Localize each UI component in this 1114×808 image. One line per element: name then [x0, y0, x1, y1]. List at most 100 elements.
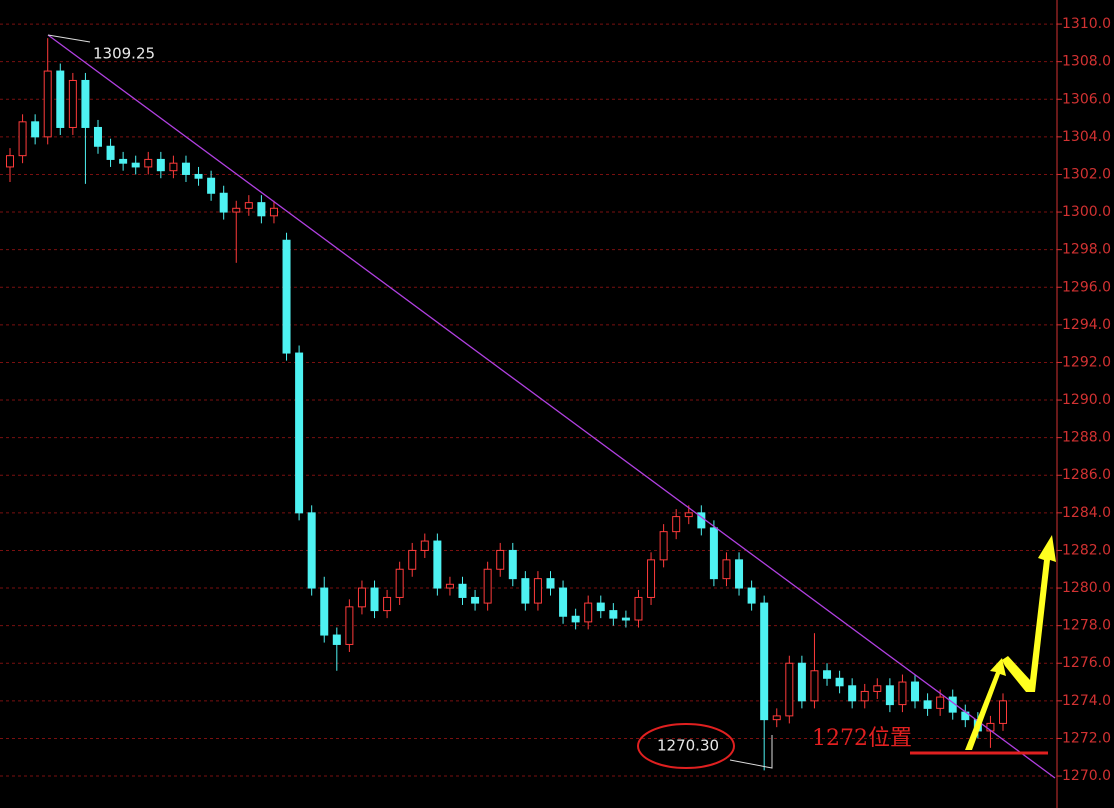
y-tick-label: 1284.0: [1062, 505, 1111, 521]
candle-body: [797, 662, 806, 702]
y-tick-label: 1270.0: [1062, 768, 1111, 784]
low-pointer: [729, 735, 773, 769]
candle-body: [898, 681, 907, 706]
candle-body: [357, 587, 366, 608]
candle-body: [219, 192, 228, 213]
y-tick-label: 1282.0: [1062, 542, 1111, 558]
candle-body: [747, 587, 756, 604]
y-tick-label: 1280.0: [1062, 580, 1111, 596]
candle-body: [923, 700, 932, 709]
candle-body: [584, 602, 593, 623]
candle-body: [860, 690, 869, 702]
y-tick-label: 1272.0: [1062, 730, 1111, 746]
candle-body: [282, 239, 291, 354]
trend-line: [47, 34, 1056, 779]
y-tick-label: 1296.0: [1062, 279, 1111, 295]
candle-body: [785, 662, 794, 717]
annotation-low: 1270.30: [657, 737, 719, 755]
candle-body: [458, 583, 467, 598]
candle-body: [131, 162, 140, 168]
candle-body: [659, 531, 668, 561]
y-tick-label: 1286.0: [1062, 467, 1111, 483]
candle-body: [106, 145, 115, 160]
candle-body: [408, 549, 417, 570]
candle-body: [722, 559, 731, 580]
annotation-high: 1309.25: [93, 45, 155, 63]
candle-body: [232, 207, 241, 213]
candle-body: [911, 681, 920, 702]
candle-body: [320, 587, 329, 636]
candle-body: [471, 596, 480, 604]
candle-body: [647, 559, 656, 598]
candle-body: [760, 602, 769, 721]
candle-body: [672, 516, 681, 533]
y-tick-label: 1276.0: [1062, 655, 1111, 671]
candle-body: [571, 615, 580, 623]
candle-body: [370, 587, 379, 612]
candle-body: [483, 568, 492, 604]
candle-body: [207, 177, 216, 194]
candle-body: [546, 578, 555, 589]
low-circle: [637, 723, 735, 769]
candle-body: [383, 596, 392, 612]
annotation-level: 1272位置: [812, 726, 912, 751]
candle-body: [257, 202, 266, 217]
candle-body: [169, 162, 178, 172]
y-tick-label: 1306.0: [1062, 91, 1111, 107]
candle-body: [772, 715, 781, 721]
candle-body: [181, 162, 190, 175]
candle-body: [244, 202, 253, 209]
candle-body: [521, 578, 530, 604]
candle-body: [634, 596, 643, 621]
candle-body: [395, 568, 404, 598]
candle-body: [81, 79, 90, 128]
candle-body: [508, 549, 517, 580]
candle-body: [307, 512, 316, 589]
candle-body: [533, 578, 542, 604]
y-tick-label: 1274.0: [1062, 693, 1111, 709]
high-pointer: [47, 34, 91, 43]
candle-body: [6, 155, 14, 168]
candle-body: [709, 527, 718, 580]
candle-body: [332, 634, 341, 645]
candle-body: [609, 610, 618, 619]
y-tick-label: 1278.0: [1062, 618, 1111, 634]
candle-body: [823, 670, 832, 679]
y-tick-label: 1310.0: [1062, 16, 1111, 32]
candle-body: [295, 352, 304, 514]
candle-body: [621, 617, 630, 621]
candle-body: [345, 606, 354, 645]
grid: [0, 23, 1057, 777]
candle-body: [559, 587, 568, 617]
candle-body: [194, 173, 203, 179]
candle-body: [848, 685, 857, 702]
candle-body: [119, 158, 128, 164]
y-tick-label: 1308.0: [1062, 54, 1111, 70]
candle-body: [596, 602, 605, 612]
y-tick-label: 1290.0: [1062, 392, 1111, 408]
candle-body: [433, 540, 442, 589]
y-tick-label: 1294.0: [1062, 317, 1111, 333]
candle-body: [810, 670, 819, 702]
y-tick-label: 1298.0: [1062, 242, 1111, 258]
arrow-up: [965, 658, 1006, 750]
candle-body: [999, 700, 1007, 724]
candle-body: [144, 158, 153, 168]
y-axis-ticks: 1270.0 1272.0 1274.0 1276.0 1278.0 1280.0 1282…: [1057, 16, 1111, 784]
candle-body: [420, 540, 429, 551]
candle-body: [885, 685, 894, 706]
y-tick-label: 1292.0: [1062, 354, 1111, 370]
y-tick-label: 1300.0: [1062, 204, 1111, 220]
candle-body: [936, 696, 945, 709]
candle-body: [156, 158, 165, 172]
candle-body: [43, 70, 52, 138]
candle-body: [269, 207, 278, 217]
candle-body: [835, 677, 844, 687]
arrow-zigzag: [1002, 535, 1056, 692]
y-tick-label: 1304.0: [1062, 129, 1111, 145]
candle-body: [684, 512, 693, 518]
candle-body: [445, 583, 454, 589]
y-tick-label: 1302.0: [1062, 166, 1111, 182]
candle-body: [735, 559, 744, 589]
